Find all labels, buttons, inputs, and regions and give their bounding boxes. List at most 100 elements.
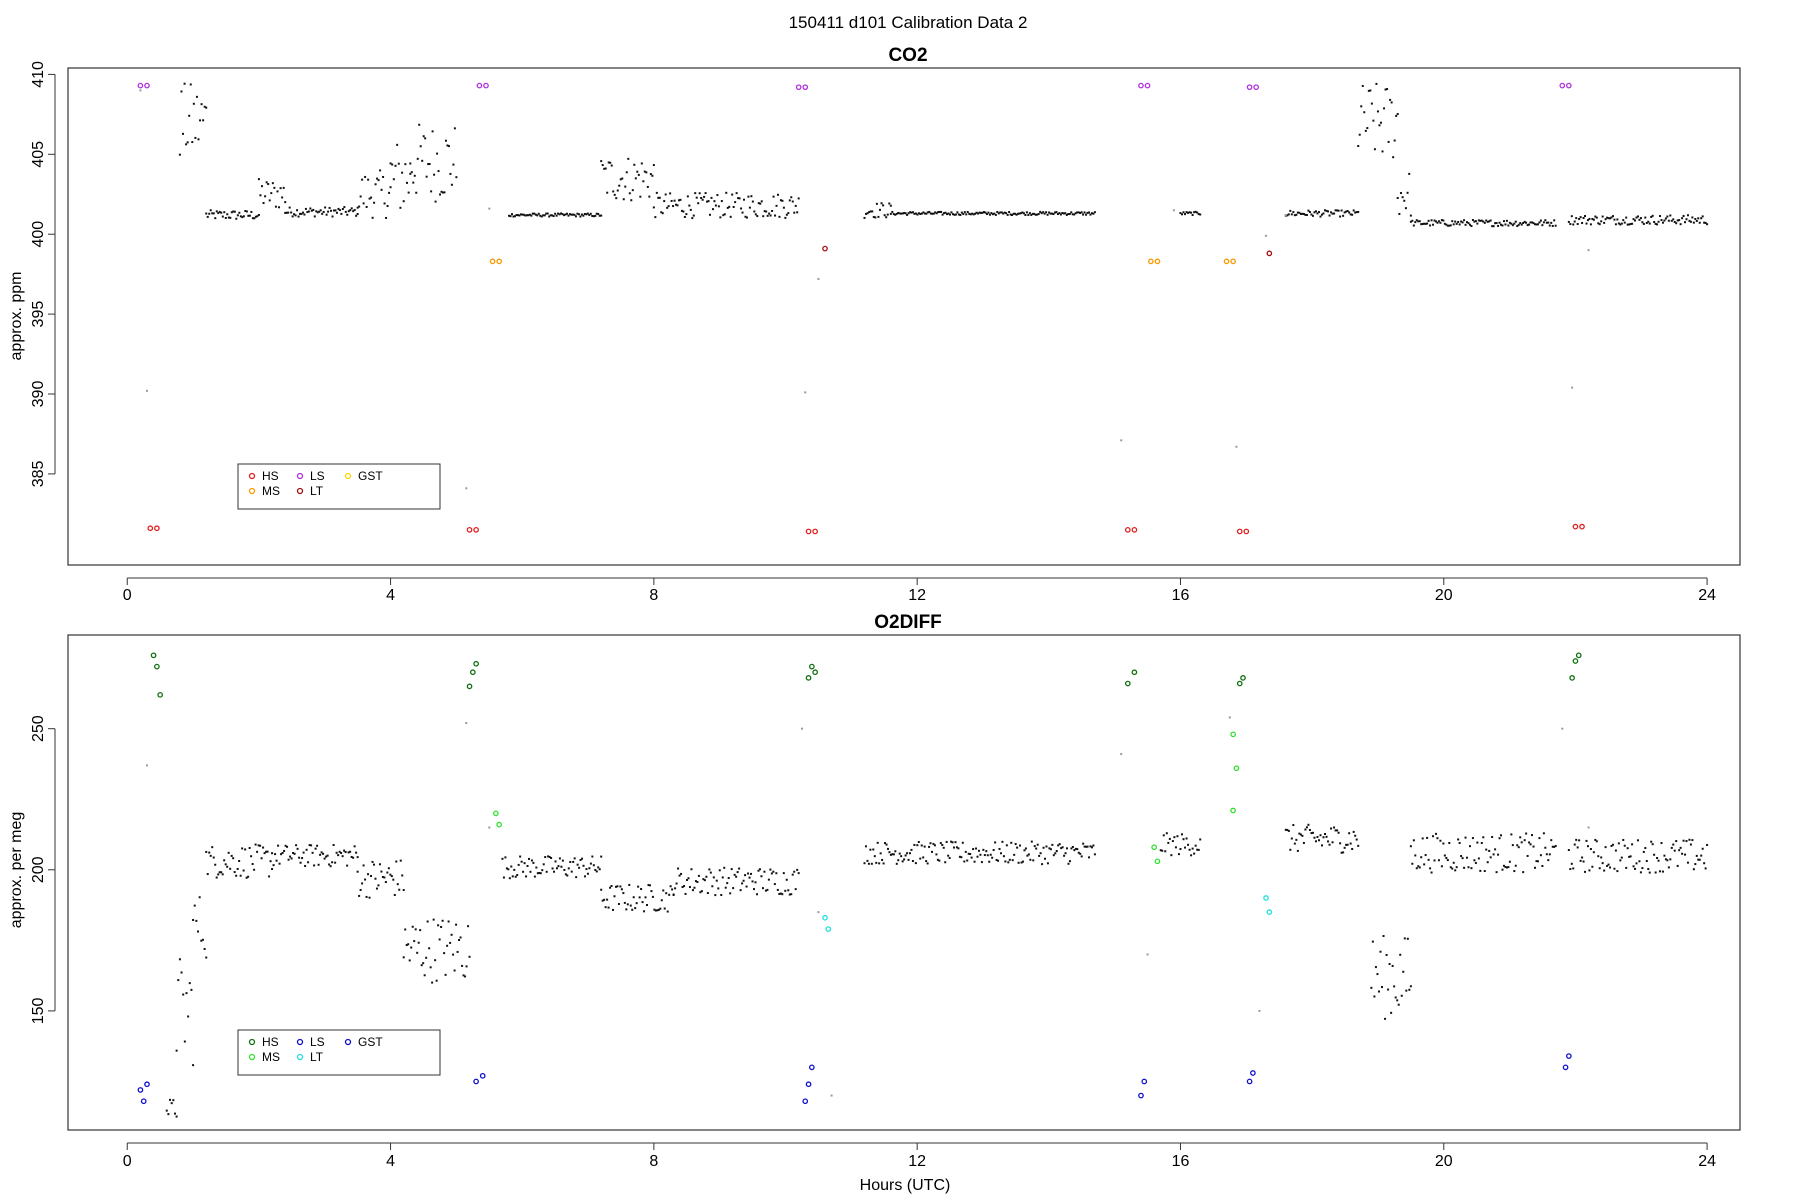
o2diff-data-point — [1611, 843, 1614, 846]
co2-legend-label: GST — [358, 469, 383, 483]
o2diff-data-point — [657, 908, 660, 911]
o2diff-data-point — [1544, 846, 1547, 849]
o2diff-legend-label: HS — [262, 1035, 279, 1049]
o2diff-data-point — [310, 844, 313, 847]
o2diff-calibration-point — [157, 691, 164, 698]
o2diff-data-point — [462, 974, 465, 977]
co2-data-point — [304, 207, 307, 210]
o2diff-data-point — [1016, 846, 1019, 849]
co2-data-point — [1531, 221, 1534, 224]
co2-data-point — [1455, 222, 1458, 225]
co2-data-point — [1434, 220, 1437, 223]
o2diff-data-point — [1302, 841, 1305, 844]
o2diff-data-point — [1664, 858, 1667, 861]
o2diff-data-point — [1635, 862, 1638, 865]
o2diff-data-point — [1327, 840, 1330, 843]
co2-data-point — [606, 191, 609, 194]
o2diff-data-point — [165, 1109, 168, 1112]
o2diff-data-point — [1409, 985, 1412, 988]
co2-data-point — [624, 185, 627, 188]
co2-data-point — [1070, 211, 1073, 214]
co2-legend-marker — [296, 472, 304, 480]
co2-data-point — [1358, 133, 1361, 136]
o2diff-data-point — [913, 843, 916, 846]
o2diff-data-point — [389, 873, 392, 876]
o2diff-data-point — [699, 891, 702, 894]
co2-data-point — [278, 206, 281, 209]
co2-data-point — [528, 213, 531, 216]
o2diff-data-point — [677, 867, 680, 870]
co2-data-point — [1319, 215, 1322, 218]
co2-data-point — [889, 204, 892, 207]
o2diff-data-point — [372, 863, 375, 866]
co2-data-point — [1657, 220, 1660, 223]
o2diff-x-tick-label: 12 — [908, 1153, 926, 1170]
co2-data-point — [1443, 222, 1446, 225]
co2-data-point — [276, 190, 279, 193]
o2diff-calibration-point — [808, 1064, 815, 1071]
o2diff-data-point — [1397, 1003, 1400, 1006]
co2-data-point — [1046, 213, 1049, 216]
o2diff-data-point — [420, 964, 423, 967]
o2diff-data-point — [236, 867, 239, 870]
co2-data-point — [1626, 223, 1629, 226]
co2-data-point — [374, 183, 377, 186]
o2diff-data-point — [864, 845, 867, 848]
co2-data-point — [319, 209, 322, 212]
co2-data-point — [670, 199, 673, 202]
o2diff-data-point — [791, 873, 794, 876]
o2diff-data-point — [758, 868, 761, 871]
co2-data-point — [1043, 212, 1046, 215]
o2diff-panel-title: O2DIFF — [874, 612, 942, 633]
co2-data-point — [597, 213, 600, 216]
o2diff-data-point — [656, 909, 659, 912]
co2-data-point — [316, 211, 319, 214]
o2diff-data-point — [1681, 852, 1684, 855]
o2diff-data-point — [914, 862, 917, 865]
co2-data-point — [1420, 223, 1423, 226]
co2-data-point — [732, 205, 735, 208]
o2diff-x-tick-label: 8 — [649, 1153, 658, 1170]
o2diff-data-point — [648, 884, 651, 887]
co2-data-point — [634, 177, 637, 180]
o2diff-data-point — [985, 850, 988, 853]
o2diff-data-point — [408, 959, 411, 962]
co2-legend-marker — [248, 472, 256, 480]
o2diff-data-point — [986, 854, 989, 857]
o2diff-data-point — [604, 906, 607, 909]
co2-data-point — [1533, 223, 1536, 226]
o2diff-data-point — [910, 848, 913, 851]
o2diff-data-point — [1177, 853, 1180, 856]
co2-data-point — [1689, 220, 1692, 223]
co2-data-point — [1511, 224, 1514, 227]
co2-data-point — [1051, 212, 1054, 215]
co2-data-point — [974, 212, 977, 215]
o2diff-data-point — [1497, 853, 1500, 856]
o2diff-data-point — [867, 862, 870, 865]
o2diff-data-point — [253, 868, 256, 871]
co2-data-point — [183, 82, 186, 85]
co2-transition-point — [145, 389, 148, 392]
o2diff-data-point — [447, 920, 450, 923]
co2-data-point — [1187, 211, 1190, 214]
co2-data-point — [1059, 213, 1062, 216]
co2-data-point — [1036, 213, 1039, 216]
o2diff-data-point — [1346, 843, 1349, 846]
o2diff-data-point — [1328, 843, 1331, 846]
o2diff-data-point — [900, 855, 903, 858]
co2-data-point — [1421, 223, 1424, 226]
o2diff-data-point — [514, 875, 517, 878]
co2-data-point — [966, 210, 969, 213]
o2diff-calibration-point — [1154, 858, 1161, 865]
co2-data-point — [1415, 219, 1418, 222]
co2-data-point — [891, 210, 894, 213]
o2diff-data-point — [1653, 853, 1656, 856]
o2diff-data-point — [1645, 859, 1648, 862]
co2-data-point — [352, 210, 355, 213]
o2diff-data-point — [1296, 849, 1299, 852]
co2-data-point — [1008, 211, 1011, 214]
o2diff-data-point — [429, 966, 432, 969]
co2-data-point — [199, 119, 202, 122]
o2diff-data-point — [932, 842, 935, 845]
co2-data-point — [1376, 110, 1379, 113]
